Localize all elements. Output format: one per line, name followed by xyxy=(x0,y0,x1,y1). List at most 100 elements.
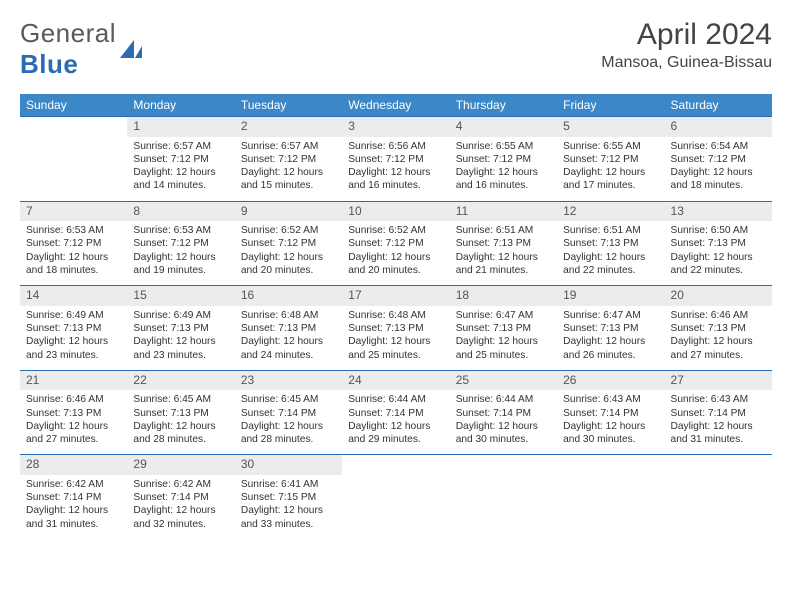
day-details: Sunrise: 6:52 AMSunset: 7:12 PMDaylight:… xyxy=(235,221,342,286)
day-number: 26 xyxy=(557,370,664,390)
daylight-line: Daylight: 12 hours and 20 minutes. xyxy=(348,251,443,278)
logo-text-general: General xyxy=(20,18,116,48)
day-details: Sunrise: 6:43 AMSunset: 7:14 PMDaylight:… xyxy=(557,390,664,455)
sunrise-line: Sunrise: 6:41 AM xyxy=(241,478,336,491)
sunset-line: Sunset: 7:12 PM xyxy=(563,153,658,166)
sunrise-line: Sunrise: 6:46 AM xyxy=(26,393,121,406)
blank-day xyxy=(342,455,449,475)
day-number: 22 xyxy=(127,370,234,390)
weekday-header: Wednesday xyxy=(342,94,449,117)
daylight-line: Daylight: 12 hours and 18 minutes. xyxy=(26,251,121,278)
day-details: Sunrise: 6:46 AMSunset: 7:13 PMDaylight:… xyxy=(665,306,772,371)
day-number: 6 xyxy=(665,117,772,137)
weekday-header: Sunday xyxy=(20,94,127,117)
weekday-header: Friday xyxy=(557,94,664,117)
daylight-line: Daylight: 12 hours and 26 minutes. xyxy=(563,335,658,362)
daylight-line: Daylight: 12 hours and 25 minutes. xyxy=(456,335,551,362)
day-number: 25 xyxy=(450,370,557,390)
sunset-line: Sunset: 7:14 PM xyxy=(671,407,766,420)
blank-day xyxy=(450,475,557,539)
day-number: 16 xyxy=(235,286,342,306)
sunset-line: Sunset: 7:12 PM xyxy=(133,153,228,166)
sunrise-line: Sunrise: 6:55 AM xyxy=(456,140,551,153)
daylight-line: Daylight: 12 hours and 24 minutes. xyxy=(241,335,336,362)
blank-day xyxy=(342,475,449,539)
blank-day xyxy=(557,455,664,475)
day-number-row: 78910111213 xyxy=(20,201,772,221)
sunrise-line: Sunrise: 6:49 AM xyxy=(133,309,228,322)
calendar-body: 123456Sunrise: 6:57 AMSunset: 7:12 PMDay… xyxy=(20,117,772,539)
day-number: 9 xyxy=(235,201,342,221)
sunrise-line: Sunrise: 6:43 AM xyxy=(671,393,766,406)
day-details: Sunrise: 6:56 AMSunset: 7:12 PMDaylight:… xyxy=(342,137,449,202)
calendar-table: SundayMondayTuesdayWednesdayThursdayFrid… xyxy=(20,94,772,539)
sunrise-line: Sunrise: 6:57 AM xyxy=(241,140,336,153)
weekday-header: Thursday xyxy=(450,94,557,117)
day-number: 24 xyxy=(342,370,449,390)
sunrise-line: Sunrise: 6:46 AM xyxy=(671,309,766,322)
day-details: Sunrise: 6:50 AMSunset: 7:13 PMDaylight:… xyxy=(665,221,772,286)
day-detail-row: Sunrise: 6:53 AMSunset: 7:12 PMDaylight:… xyxy=(20,221,772,286)
sunset-line: Sunset: 7:14 PM xyxy=(26,491,121,504)
location-subtitle: Mansoa, Guinea-Bissau xyxy=(601,54,772,72)
day-number: 10 xyxy=(342,201,449,221)
sunrise-line: Sunrise: 6:54 AM xyxy=(671,140,766,153)
daylight-line: Daylight: 12 hours and 16 minutes. xyxy=(348,166,443,193)
sunrise-line: Sunrise: 6:52 AM xyxy=(348,224,443,237)
daylight-line: Daylight: 12 hours and 23 minutes. xyxy=(26,335,121,362)
day-number: 13 xyxy=(665,201,772,221)
day-details: Sunrise: 6:49 AMSunset: 7:13 PMDaylight:… xyxy=(20,306,127,371)
day-number: 30 xyxy=(235,455,342,475)
sunset-line: Sunset: 7:13 PM xyxy=(241,322,336,335)
sunset-line: Sunset: 7:14 PM xyxy=(241,407,336,420)
day-details: Sunrise: 6:52 AMSunset: 7:12 PMDaylight:… xyxy=(342,221,449,286)
page-title: April 2024 xyxy=(601,18,772,52)
sunset-line: Sunset: 7:12 PM xyxy=(133,237,228,250)
sunset-line: Sunset: 7:13 PM xyxy=(348,322,443,335)
day-details: Sunrise: 6:51 AMSunset: 7:13 PMDaylight:… xyxy=(557,221,664,286)
daylight-line: Daylight: 12 hours and 18 minutes. xyxy=(671,166,766,193)
sunset-line: Sunset: 7:14 PM xyxy=(133,491,228,504)
sunset-line: Sunset: 7:13 PM xyxy=(671,322,766,335)
sunset-line: Sunset: 7:12 PM xyxy=(348,237,443,250)
day-details: Sunrise: 6:42 AMSunset: 7:14 PMDaylight:… xyxy=(20,475,127,539)
day-number: 12 xyxy=(557,201,664,221)
blank-day xyxy=(450,455,557,475)
blank-day xyxy=(665,475,772,539)
day-number: 7 xyxy=(20,201,127,221)
daylight-line: Daylight: 12 hours and 30 minutes. xyxy=(563,420,658,447)
weekday-header: Saturday xyxy=(665,94,772,117)
sunrise-line: Sunrise: 6:51 AM xyxy=(456,224,551,237)
sunrise-line: Sunrise: 6:45 AM xyxy=(133,393,228,406)
daylight-line: Daylight: 12 hours and 21 minutes. xyxy=(456,251,551,278)
sunset-line: Sunset: 7:15 PM xyxy=(241,491,336,504)
sunrise-line: Sunrise: 6:44 AM xyxy=(456,393,551,406)
sunset-line: Sunset: 7:13 PM xyxy=(133,322,228,335)
sunrise-line: Sunrise: 6:51 AM xyxy=(563,224,658,237)
day-details: Sunrise: 6:45 AMSunset: 7:13 PMDaylight:… xyxy=(127,390,234,455)
day-details: Sunrise: 6:54 AMSunset: 7:12 PMDaylight:… xyxy=(665,137,772,202)
day-number: 18 xyxy=(450,286,557,306)
sunrise-line: Sunrise: 6:47 AM xyxy=(456,309,551,322)
day-number-row: 123456 xyxy=(20,117,772,137)
sunrise-line: Sunrise: 6:55 AM xyxy=(563,140,658,153)
logo-text: General Blue xyxy=(20,18,116,80)
sunrise-line: Sunrise: 6:42 AM xyxy=(26,478,121,491)
day-number: 17 xyxy=(342,286,449,306)
sunrise-line: Sunrise: 6:50 AM xyxy=(671,224,766,237)
day-number: 27 xyxy=(665,370,772,390)
day-detail-row: Sunrise: 6:57 AMSunset: 7:12 PMDaylight:… xyxy=(20,137,772,202)
daylight-line: Daylight: 12 hours and 19 minutes. xyxy=(133,251,228,278)
day-details: Sunrise: 6:42 AMSunset: 7:14 PMDaylight:… xyxy=(127,475,234,539)
daylight-line: Daylight: 12 hours and 31 minutes. xyxy=(26,504,121,531)
sunrise-line: Sunrise: 6:42 AM xyxy=(133,478,228,491)
blank-day xyxy=(20,117,127,137)
weekday-header: Monday xyxy=(127,94,234,117)
sunrise-line: Sunrise: 6:52 AM xyxy=(241,224,336,237)
day-number: 29 xyxy=(127,455,234,475)
sunset-line: Sunset: 7:12 PM xyxy=(241,237,336,250)
blank-day xyxy=(665,455,772,475)
sunset-line: Sunset: 7:12 PM xyxy=(348,153,443,166)
day-number: 19 xyxy=(557,286,664,306)
daylight-line: Daylight: 12 hours and 22 minutes. xyxy=(563,251,658,278)
